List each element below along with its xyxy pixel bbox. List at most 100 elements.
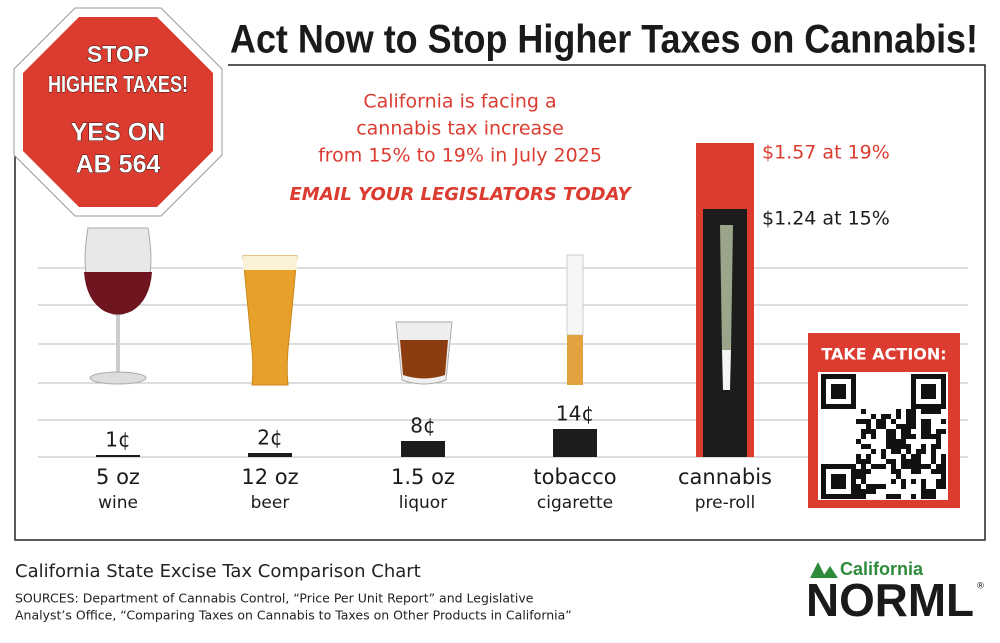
- qr-cell: [886, 414, 891, 419]
- qr-cell: [856, 469, 861, 474]
- qr-cell: [881, 484, 886, 489]
- qr-cell: [901, 484, 906, 489]
- qr-cell: [921, 429, 926, 434]
- caption: California State Excise Tax Comparison C…: [15, 561, 421, 582]
- x-tick-sublabel: pre-roll: [695, 493, 755, 513]
- qr-cell: [901, 479, 906, 484]
- qr-cell: [936, 469, 941, 474]
- liquor: [400, 340, 448, 379]
- qr-cell: [886, 444, 891, 449]
- qr-cell: [871, 434, 876, 439]
- value-label: 1¢: [105, 428, 130, 452]
- qr-cell: [886, 459, 891, 464]
- x-tick-sublabel: liquor: [399, 493, 447, 513]
- call-to-action: EMAIL YOUR LEGISLATORS TODAY: [290, 184, 633, 205]
- logo-region: California: [840, 559, 924, 579]
- qr-cell: [926, 409, 931, 414]
- qr-cell: [866, 459, 871, 464]
- stop-sign: [23, 17, 213, 207]
- qr-cell: [896, 474, 901, 479]
- pre-roll-tip: [722, 350, 731, 390]
- qr-cell: [896, 469, 901, 474]
- qr-cell: [881, 464, 886, 469]
- qr-cell: [901, 424, 906, 429]
- qr-cell: [886, 429, 891, 434]
- title: Act Now to Stop Higher Taxes on Cannabis…: [230, 18, 978, 62]
- qr-cell: [901, 439, 906, 444]
- qr-cell: [916, 449, 921, 454]
- qr-cell: [861, 489, 866, 494]
- qr-cell: [901, 464, 906, 469]
- qr-cell: [911, 424, 916, 429]
- qr-cell: [871, 449, 876, 454]
- qr-cell: [856, 474, 861, 479]
- qr-cell: [866, 484, 871, 489]
- x-tick-sublabel: cigarette: [537, 493, 613, 513]
- subtitle: California is facing a: [363, 91, 556, 113]
- bar: [96, 455, 140, 457]
- qr-cell: [921, 494, 926, 499]
- qr-cell: [931, 434, 936, 439]
- qr-cell: [906, 419, 911, 424]
- qr-cell: [876, 419, 881, 424]
- qr-cell: [941, 464, 946, 469]
- qr-cell: [861, 429, 866, 434]
- logo-leaf: [810, 562, 838, 578]
- qr-cell: [906, 459, 911, 464]
- qr-cell: [891, 479, 896, 484]
- qr-cell: [891, 439, 896, 444]
- qr-cell: [891, 459, 896, 464]
- qr-cell: [911, 419, 916, 424]
- qr-cell: [911, 469, 916, 474]
- qr-cell: [941, 459, 946, 464]
- qr-cell: [936, 464, 941, 469]
- qr-cell: [906, 429, 911, 434]
- qr-cell: [891, 444, 896, 449]
- cigarette-filter: [567, 335, 583, 385]
- qr-cell: [911, 414, 916, 419]
- qr-cell: [896, 449, 901, 454]
- qr-cell: [856, 454, 861, 459]
- qr-cell: [881, 414, 886, 419]
- qr-cell: [856, 419, 861, 424]
- x-tick-label: 5 oz: [96, 465, 140, 489]
- qr-cell: [936, 409, 941, 414]
- qr-cell: [911, 494, 916, 499]
- qr-cell: [906, 449, 911, 454]
- qr-cell: [861, 409, 866, 414]
- qr-cell: [936, 434, 941, 439]
- qr-cell: [906, 424, 911, 429]
- qr-cell: [891, 434, 896, 439]
- qr-cell: [856, 439, 861, 444]
- qr-cell: [916, 459, 921, 464]
- qr-cell: [921, 464, 926, 469]
- qr-cell: [926, 434, 931, 439]
- qr-cell: [911, 454, 916, 459]
- beer-foam: [243, 256, 297, 270]
- qr-cell: [916, 464, 921, 469]
- source: Analyst’s Office, “Comparing Taxes on Ca…: [15, 608, 572, 623]
- qr-cell: [936, 479, 941, 484]
- qr-finder: [911, 374, 946, 409]
- qr-cell: [871, 484, 876, 489]
- qr-cell: [931, 459, 936, 464]
- qr-cell: [936, 429, 941, 434]
- qr-cell: [861, 474, 866, 479]
- qr-cell: [931, 444, 936, 449]
- qr-cell: [881, 424, 886, 429]
- qr-cell: [901, 454, 906, 459]
- qr-cell: [921, 444, 926, 449]
- logo-name: NORML: [806, 574, 974, 626]
- qr-cell: [871, 429, 876, 434]
- qr-cell: [866, 419, 871, 424]
- qr-finder: [821, 464, 856, 499]
- qr-cell: [926, 464, 931, 469]
- qr-cell: [861, 434, 866, 439]
- qr-cell: [921, 419, 926, 424]
- qr-cell: [896, 444, 901, 449]
- qr-cell: [881, 419, 886, 424]
- qr-code[interactable]: [821, 374, 947, 500]
- qr-cell: [891, 449, 896, 454]
- qr-cell: [941, 419, 946, 424]
